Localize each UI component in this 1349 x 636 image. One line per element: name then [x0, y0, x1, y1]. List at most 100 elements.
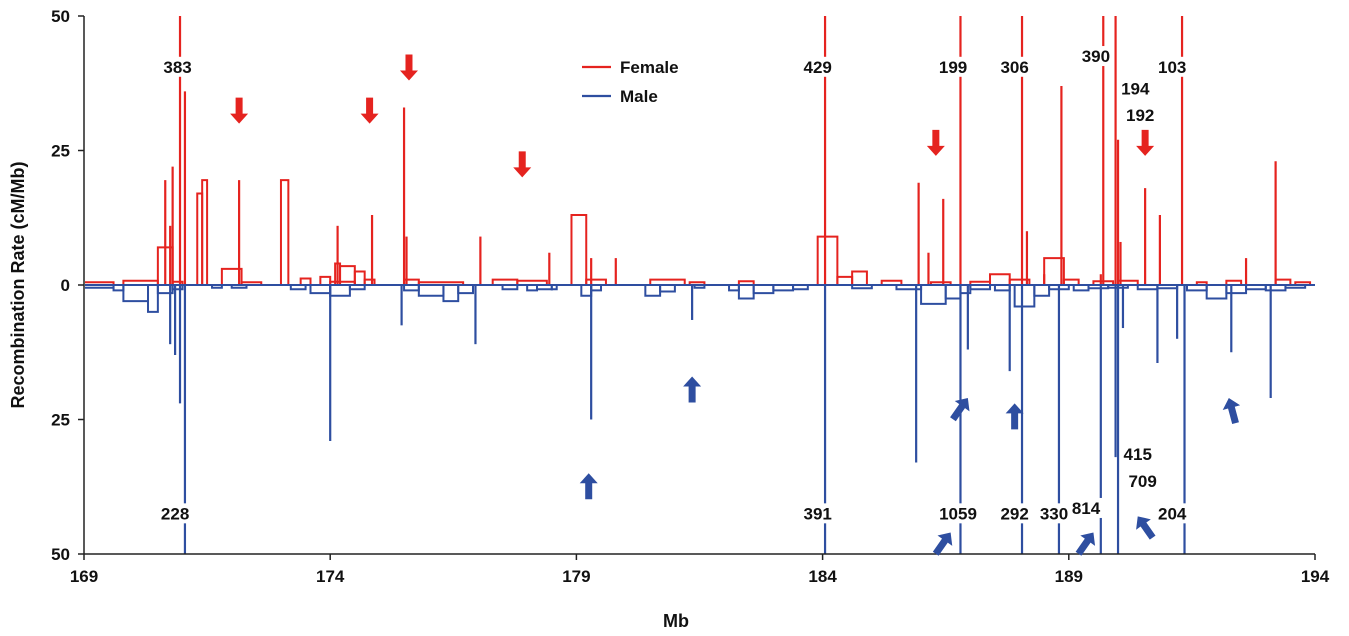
female-arrow-1 [360, 97, 379, 124]
legend: Female Male [582, 58, 679, 106]
peak-label-4: 390 [1082, 47, 1110, 66]
male-arrow-13 [1136, 516, 1156, 540]
male-step-10 [329, 285, 351, 297]
female-step-5 [201, 179, 209, 285]
male-step-16 [501, 285, 519, 291]
female-step-27 [851, 270, 868, 285]
y-axis-title: Recombination Rate (cM/Mb) [8, 161, 28, 408]
peak-label-bg-2 [935, 56, 972, 77]
male-step-46 [1225, 285, 1248, 295]
female-step-17 [417, 281, 465, 285]
peak-label-5: 194 [1121, 79, 1150, 98]
female-step-28 [880, 279, 903, 285]
peak-label-9: 391 [803, 504, 831, 523]
peak-label-bg-14 [1119, 444, 1156, 465]
male-step-13 [417, 285, 445, 297]
male-step-7 [230, 285, 248, 289]
male-step-19 [580, 285, 593, 297]
peak-label-bg-12 [1036, 503, 1073, 524]
peak-label-bg-15 [1124, 471, 1161, 492]
male-step-14 [442, 285, 460, 303]
female-step-32 [1008, 278, 1031, 285]
peak-label-2: 199 [939, 58, 967, 77]
peak-label-bg-1 [799, 56, 836, 77]
male-step-25 [737, 285, 755, 300]
male-step-45 [1205, 285, 1228, 300]
peak-label-6: 192 [1126, 106, 1154, 125]
female-step-23 [688, 281, 706, 285]
plot-content [85, 16, 1315, 554]
peak-label-0: 383 [163, 58, 191, 77]
x-axis-title: Mb [663, 611, 689, 631]
male-arrow-8 [950, 397, 970, 422]
male-arrow-6 [579, 473, 598, 500]
male-arrow-9 [1005, 403, 1024, 430]
female-step-9 [299, 277, 312, 285]
male-step-28 [792, 285, 809, 291]
y-tick-label-2: 0 [61, 276, 70, 295]
male-arrow-12 [1075, 532, 1096, 556]
female-step-22 [649, 278, 686, 285]
female-step-20 [570, 214, 588, 285]
peak-label-16: 204 [1158, 504, 1187, 523]
female-step-25 [816, 235, 839, 285]
x-tick-label-1: 174 [316, 567, 345, 586]
x-tick-label-5: 194 [1301, 567, 1330, 586]
peak-label-1: 429 [803, 58, 831, 77]
female-arrow-3 [513, 151, 532, 178]
female-step-31 [989, 273, 1011, 285]
female-step-15 [363, 278, 376, 285]
peak-label-bg-3 [996, 56, 1033, 77]
x-tick-label-4: 189 [1055, 567, 1083, 586]
female-arrow-4 [926, 129, 945, 156]
plot-area [85, 16, 1315, 554]
peak-label-15: 709 [1128, 472, 1156, 491]
y-tick-label-0: 50 [51, 7, 70, 26]
y-axis: 50 25 0 25 50 [51, 7, 85, 564]
peak-label-13: 814 [1072, 499, 1101, 518]
y-tick-label-1: 25 [51, 142, 70, 161]
peak-label-bg-4 [1077, 46, 1114, 67]
legend-female-label: Female [620, 58, 679, 77]
male-step-21 [644, 285, 662, 297]
female-step-10 [319, 275, 332, 285]
peak-label-bg-16 [1154, 503, 1191, 524]
peak-label-8: 228 [161, 504, 189, 523]
female-step-24 [737, 280, 755, 285]
x-tick-label-2: 179 [562, 567, 590, 586]
male-step-8 [289, 285, 307, 291]
male-step-49 [1284, 285, 1307, 289]
male-step-11 [348, 285, 366, 291]
x-tick-label-0: 169 [70, 567, 98, 586]
female-step-14 [353, 270, 366, 285]
female-step-40 [1294, 281, 1312, 285]
female-step-0 [85, 281, 115, 285]
male-arrow-10 [1222, 397, 1241, 424]
male-step-34 [969, 285, 992, 291]
female-step-34 [1062, 278, 1080, 285]
peak-label-bg-0 [159, 56, 196, 77]
female-step-26 [836, 275, 854, 285]
female-step-19 [516, 279, 548, 285]
legend-male-label: Male [620, 87, 658, 106]
male-arrow-11 [932, 532, 953, 556]
peak-label-bg-8 [157, 503, 194, 524]
peak-annotations: 383 429 199 306 390 194 192 103 228 391 1059 292 330… [157, 46, 1241, 556]
female-step-33 [1043, 257, 1065, 285]
y-tick-label-3: 25 [51, 411, 70, 430]
male-step-22 [659, 285, 676, 293]
peak-label-14: 415 [1124, 445, 1152, 464]
male-step-36 [1013, 285, 1036, 308]
male-step-9 [309, 285, 332, 295]
peak-label-bg-6 [1122, 105, 1159, 126]
male-step-29 [851, 285, 873, 290]
male-step-26 [752, 285, 775, 295]
female-arrow-5 [1136, 129, 1155, 156]
peak-label-bg-11 [996, 503, 1033, 524]
peak-label-3: 306 [1000, 58, 1028, 77]
peak-label-bg-5 [1117, 78, 1154, 99]
female-step-7 [240, 281, 263, 285]
peak-label-10: 1059 [939, 504, 977, 523]
male-step-32 [944, 285, 962, 300]
